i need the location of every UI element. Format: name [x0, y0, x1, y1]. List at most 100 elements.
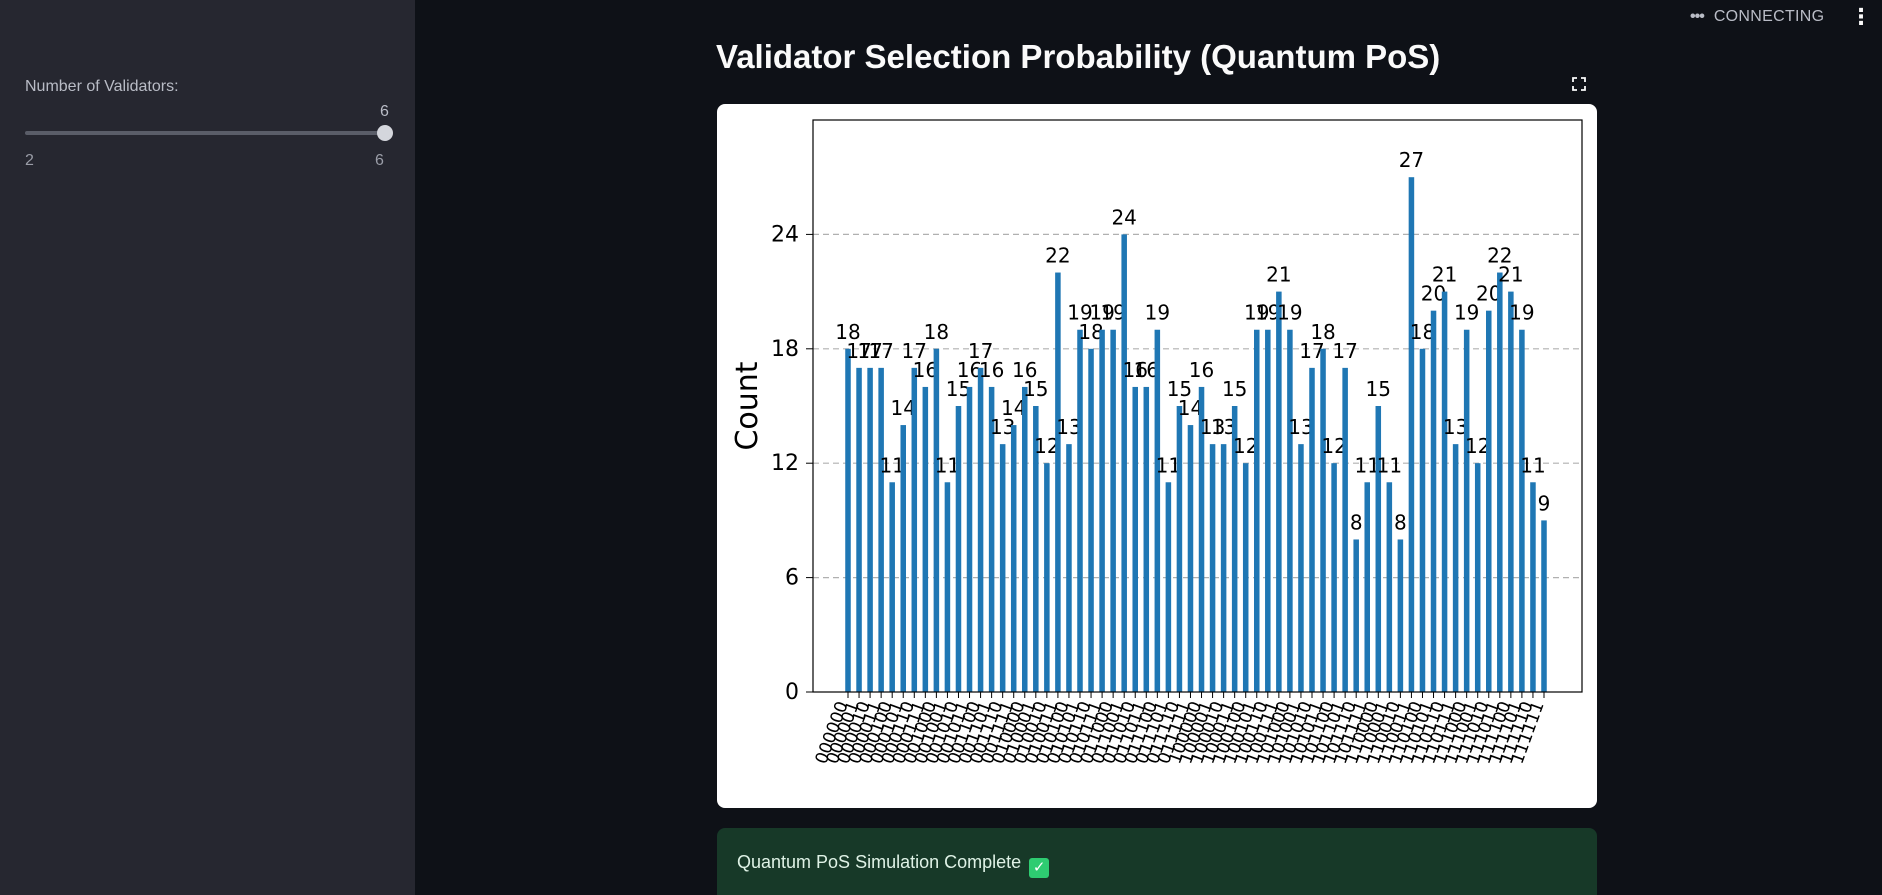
fullscreen-icon[interactable] [1567, 72, 1591, 96]
bar-value-label: 17 [1332, 339, 1357, 363]
y-tick-label: 12 [771, 451, 799, 476]
bar [1143, 386, 1150, 692]
bar [1276, 291, 1282, 692]
bar [1033, 406, 1039, 692]
bar [922, 386, 929, 692]
bar [1231, 406, 1238, 692]
bar [1364, 482, 1370, 692]
bar-value-label: 15 [1222, 377, 1247, 401]
slider-current-value: 6 [380, 103, 389, 120]
bar [1254, 329, 1260, 692]
bar [1486, 310, 1492, 692]
chart-card: 0 6 12 18 24 18 000000 17 000001 17 000010 17 000011… [717, 104, 1597, 808]
bar-value-label: 17 [968, 339, 993, 363]
bar [1419, 348, 1426, 692]
bar [867, 367, 873, 692]
bar [1331, 463, 1337, 692]
bar [955, 406, 962, 692]
bar [911, 367, 918, 692]
slider-min-label: 2 [25, 152, 34, 169]
bar-value-label: 16 [979, 358, 1004, 382]
bar-value-label: 18 [835, 320, 860, 344]
bar [1132, 386, 1138, 692]
bar-value-label: 8 [1350, 510, 1363, 534]
bar [1463, 329, 1470, 692]
bar [1121, 234, 1127, 692]
success-text: Quantum PoS Simulation Complete [737, 852, 1022, 872]
bar [1077, 329, 1083, 692]
bar-value-label: 11 [1520, 453, 1545, 477]
y-tick-label: 24 [771, 222, 799, 247]
y-tick-label: 6 [785, 566, 799, 591]
bar-value-label: 18 [1310, 320, 1335, 344]
bar [1187, 425, 1194, 692]
bar [977, 367, 984, 692]
check-icon: ✓ [1029, 858, 1050, 878]
bar [966, 386, 973, 692]
bar-value-label: 24 [1111, 205, 1136, 229]
bar [944, 482, 951, 692]
bar [1309, 367, 1315, 692]
bar [1519, 329, 1525, 692]
plot-frame [812, 119, 1583, 693]
bar-value-label: 15 [1023, 377, 1048, 401]
bar-value-label: 19 [1244, 301, 1269, 325]
validators-slider-thumb[interactable] [377, 125, 393, 141]
bar [900, 425, 906, 692]
bar [1342, 367, 1348, 692]
bar-value-label: 13 [1200, 415, 1225, 439]
bar-value-label: 21 [1266, 263, 1291, 287]
bar-value-label: 19 [1509, 301, 1534, 325]
bar [1209, 444, 1216, 692]
bar [1066, 444, 1072, 692]
bar [1099, 329, 1105, 692]
validators-slider-track[interactable] [25, 131, 386, 135]
bar-value-label: 22 [1487, 244, 1512, 268]
main-menu-icon[interactable]: ⋮ [1850, 4, 1872, 29]
bar-value-label: 19 [1089, 301, 1114, 325]
bar [1022, 386, 1028, 692]
bar-chart: 0612182418000000170000011700001017000011… [730, 119, 1583, 767]
bar [1165, 482, 1172, 692]
y-axis-label: Count [730, 361, 765, 450]
sidebar: Number of Validators: 6 2 6 [0, 0, 415, 895]
bar [856, 367, 862, 692]
bar [933, 348, 940, 692]
bar [1375, 406, 1382, 692]
bar-value-label: 22 [1045, 244, 1070, 268]
bar [1408, 177, 1415, 692]
slider-label: Number of Validators: [25, 78, 179, 95]
bar-value-label: 17 [902, 339, 927, 363]
bar [845, 348, 851, 692]
bar-value-label: 19 [1067, 301, 1092, 325]
slider-max-label: 6 [375, 152, 384, 169]
bar [1397, 539, 1404, 692]
bar-value-label: 15 [1366, 377, 1391, 401]
page-title: Validator Selection Probability (Quantum… [716, 38, 1441, 75]
bar [999, 444, 1006, 692]
bar [1044, 463, 1050, 692]
success-message: Quantum PoS Simulation Complete ✓ [737, 852, 1050, 878]
bar-value-label: 21 [1432, 263, 1457, 287]
bar [1220, 444, 1227, 692]
bar [1541, 520, 1547, 692]
y-tick-label: 18 [771, 337, 799, 362]
status-text: CONNECTING [1713, 8, 1825, 25]
bar [1265, 329, 1271, 692]
y-tick-label: 0 [785, 680, 799, 705]
bar [1298, 444, 1304, 692]
bar-value-label: 19 [1454, 301, 1479, 325]
bar [1386, 482, 1393, 692]
bar [988, 386, 995, 692]
bar [1320, 348, 1326, 692]
bar [1010, 425, 1017, 692]
bar [1508, 291, 1514, 692]
bar-value-label: 19 [1277, 301, 1302, 325]
success-alert: Quantum PoS Simulation Complete ✓ [717, 828, 1597, 895]
bar-value-label: 16 [1123, 358, 1148, 382]
bar [1452, 444, 1459, 692]
bar-value-label: 16 [1012, 358, 1037, 382]
connection-status: ••• CONNECTING [1690, 8, 1824, 26]
bar-value-label: 17 [868, 339, 893, 363]
bar-value-label: 15 [1167, 377, 1192, 401]
